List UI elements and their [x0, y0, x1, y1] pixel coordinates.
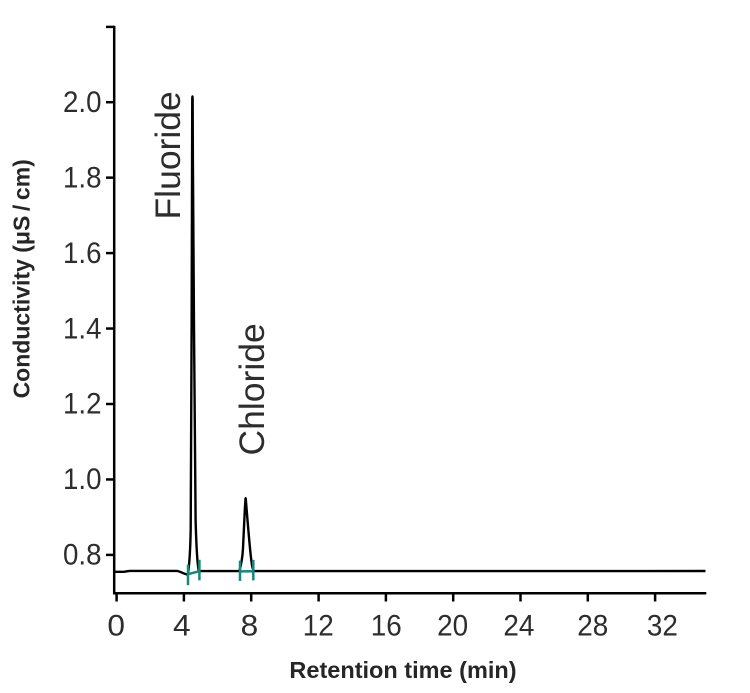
svg-text:1.8: 1.8	[63, 162, 102, 194]
svg-text:1.2: 1.2	[63, 389, 102, 421]
svg-text:0: 0	[107, 611, 125, 643]
svg-text:1.4: 1.4	[63, 313, 102, 345]
svg-text:16: 16	[371, 611, 402, 643]
svg-text:1.6: 1.6	[63, 238, 102, 270]
svg-text:Retention time (min): Retention time (min)	[289, 657, 516, 683]
svg-text:8: 8	[241, 611, 259, 643]
svg-text:Conductivity (μS / cm): Conductivity (μS / cm)	[9, 159, 35, 398]
svg-text:0.8: 0.8	[63, 540, 102, 572]
svg-text:Chloride: Chloride	[232, 323, 272, 455]
svg-text:20: 20	[437, 611, 468, 643]
svg-text:2.0: 2.0	[63, 87, 102, 119]
svg-text:4: 4	[173, 611, 191, 643]
svg-text:32: 32	[647, 611, 678, 643]
svg-text:1.0: 1.0	[63, 464, 102, 496]
svg-text:28: 28	[577, 611, 608, 643]
svg-text:24: 24	[503, 611, 534, 643]
svg-text:12: 12	[303, 611, 334, 643]
svg-text:Fluoride: Fluoride	[148, 91, 188, 219]
